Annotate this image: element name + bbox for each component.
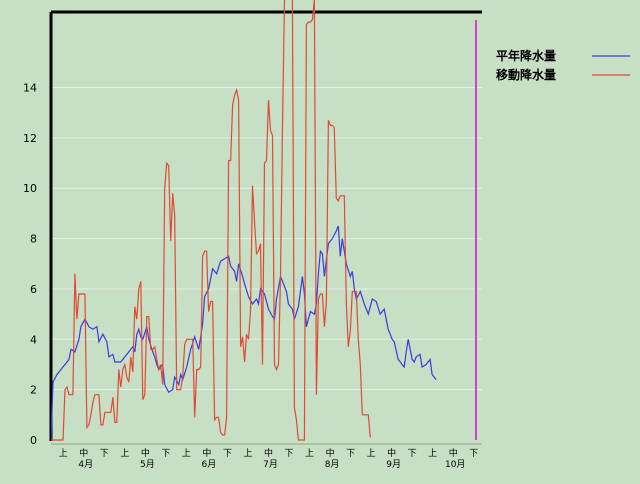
x-tick-month-label: 10月 (445, 459, 465, 470)
y-tick-label: 14 (23, 82, 37, 95)
x-tick-dekad-label: 上 (120, 448, 129, 459)
x-tick-dekad-label: 上 (367, 448, 376, 459)
x-tick-dekad-label: 中 (264, 447, 273, 459)
x-tick-month-label: 8月 (325, 459, 340, 470)
legend-label-moving: 移動降水量 (496, 67, 556, 82)
x-tick-dekad-label: 下 (223, 449, 232, 459)
x-tick-dekad-label: 中 (326, 447, 335, 459)
y-tick-label: 12 (23, 132, 37, 145)
x-tick-month-label: 5月 (140, 459, 155, 470)
x-tick-dekad-label: 下 (408, 449, 417, 459)
x-tick-dekad-label: 上 (182, 448, 191, 459)
x-tick-dekad-label: 上 (59, 448, 68, 459)
grid-lines (51, 87, 482, 391)
x-tick-dekad-label: 下 (346, 449, 355, 459)
axes (49, 10, 482, 445)
x-tick-dekad-label: 中 (141, 447, 150, 459)
x-tick-dekad-label: 下 (100, 449, 109, 459)
y-tick-label: 10 (23, 182, 37, 195)
x-tick-month-label: 6月 (202, 459, 217, 470)
x-tick-dekad-label: 中 (449, 447, 458, 459)
series-line-moving (51, 0, 371, 441)
x-tick-month-label: 9月 (386, 459, 401, 470)
y-tick-labels: 0 2 4 6 8 10 12 14 (23, 82, 37, 447)
x-tick-dekad-label: 中 (387, 447, 396, 459)
x-tick-dekad-label: 下 (285, 449, 294, 459)
legend: 平年降水量 移動降水量 (496, 48, 630, 82)
x-tick-dekad-label: 中 (79, 447, 88, 459)
y-tick-label: 6 (30, 283, 37, 296)
x-tick-dekad-label: 上 (305, 448, 314, 459)
x-tick-dekad-label: 上 (428, 448, 437, 459)
x-tick-dekad-label: 下 (161, 449, 170, 459)
x-tick-dekad-label: 下 (469, 449, 478, 459)
y-tick-label: 2 (30, 384, 37, 397)
x-tick-labels: 上中下上中下上中下上中下上中下上中下上中下4月 5月 6月 7月 8月 9月 10月 (59, 447, 478, 470)
series-lines (51, 0, 437, 441)
y-tick-label: 0 (30, 434, 37, 447)
y-tick-label: 8 (30, 233, 37, 246)
x-tick-dekad-label: 中 (202, 447, 211, 459)
x-tick-dekad-label: 上 (243, 448, 252, 459)
series-line-normal (51, 225, 437, 441)
x-tick-month-label: 4月 (78, 459, 93, 470)
legend-label-normal: 平年降水量 (496, 48, 556, 63)
x-tick-month-label: 7月 (263, 459, 278, 470)
y-tick-label: 4 (30, 333, 37, 346)
